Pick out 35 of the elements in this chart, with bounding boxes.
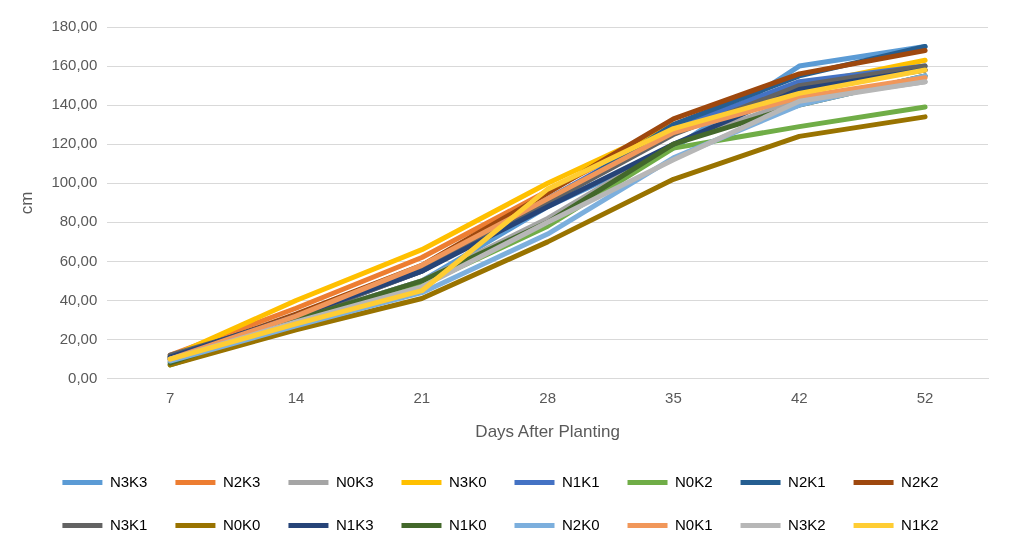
legend-label: N1K3 xyxy=(335,515,374,533)
legend-label: N1K2 xyxy=(901,515,939,533)
legend-label: N0K1 xyxy=(675,515,713,533)
x-tick-label: 35 xyxy=(665,388,682,406)
y-tick-label: 100,00 xyxy=(51,173,98,191)
legend-label: N1K0 xyxy=(448,515,487,533)
legend-label: N0K2 xyxy=(675,472,713,490)
y-tick-label: 60,00 xyxy=(59,251,98,269)
legend-label: N0K0 xyxy=(222,515,261,533)
x-axis-title: Days After Planting xyxy=(475,422,620,442)
y-tick-label: 120,00 xyxy=(51,134,98,152)
legend-label: N2K1 xyxy=(788,472,826,490)
y-tick-label: 20,00 xyxy=(59,329,98,347)
y-tick-label: 40,00 xyxy=(59,290,98,308)
legend-label: N3K2 xyxy=(788,515,826,533)
y-tick-label: 0,00 xyxy=(68,368,98,386)
legend-label: N2K0 xyxy=(562,515,600,533)
x-tick-label: 52 xyxy=(916,388,934,406)
y-axis-title: cm xyxy=(16,191,36,215)
y-tick-label: 160,00 xyxy=(51,56,98,74)
legend-label: N3K0 xyxy=(448,472,487,490)
x-tick-label: 7 xyxy=(166,388,175,406)
legend-label: N2K3 xyxy=(222,472,261,490)
x-tick-label: 14 xyxy=(287,388,305,406)
legend-label: N3K1 xyxy=(109,515,148,533)
legend-label: N0K3 xyxy=(335,472,374,490)
legend-label: N1K1 xyxy=(562,472,600,490)
x-tick-label: 42 xyxy=(790,388,808,406)
x-tick-label: 28 xyxy=(539,388,556,406)
legend-label: N2K2 xyxy=(901,472,939,490)
legend-label: N3K3 xyxy=(109,472,148,490)
y-tick-label: 140,00 xyxy=(51,95,98,113)
x-tick-label: 21 xyxy=(413,388,431,406)
y-tick-label: 80,00 xyxy=(59,212,98,230)
y-tick-label: 180,00 xyxy=(51,17,98,35)
